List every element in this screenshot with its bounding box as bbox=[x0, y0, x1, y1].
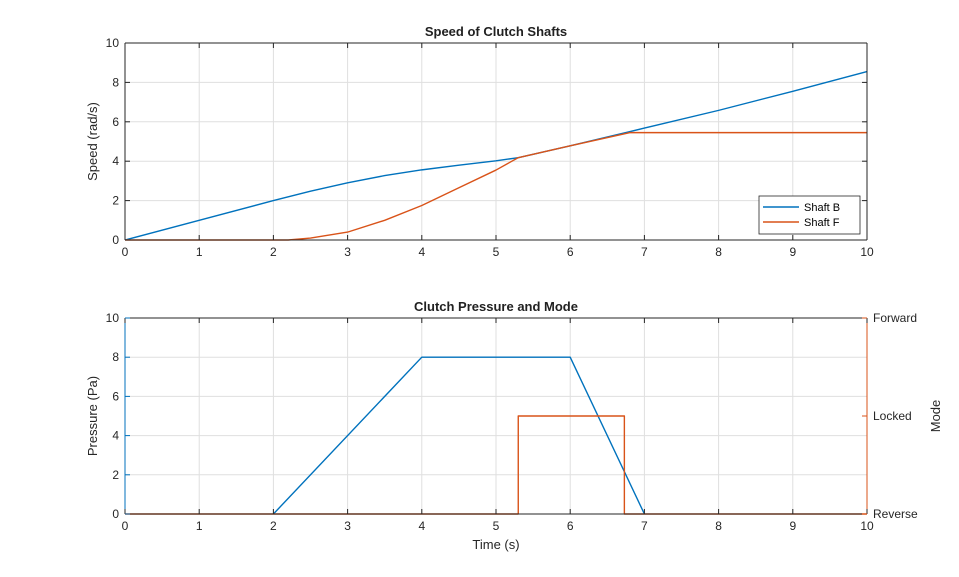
chart-title: Speed of Clutch Shafts bbox=[425, 24, 567, 39]
x-tick-label: 6 bbox=[567, 245, 574, 259]
y-axis-label: Pressure (Pa) bbox=[85, 376, 100, 456]
y-tick-label: 0 bbox=[112, 233, 119, 247]
y-tick-label: 4 bbox=[112, 154, 119, 168]
x-tick-label: 10 bbox=[860, 519, 874, 533]
y-tick-label: 2 bbox=[112, 468, 119, 482]
series-line-shaft-f bbox=[125, 131, 867, 241]
x-tick-label: 3 bbox=[344, 245, 351, 259]
x-tick-label: 8 bbox=[715, 519, 722, 533]
x-tick-label: 1 bbox=[196, 519, 203, 533]
y-tick-label: 8 bbox=[112, 75, 119, 89]
legend bbox=[758, 195, 861, 235]
x-tick-label: 4 bbox=[418, 519, 425, 533]
y-tick-label: 6 bbox=[112, 115, 119, 129]
y2-tick-label: Forward bbox=[873, 311, 917, 325]
x-tick-label: 5 bbox=[493, 245, 500, 259]
y-tick-label: 4 bbox=[112, 429, 119, 443]
x-tick-label: 6 bbox=[567, 519, 574, 533]
y2-tick-label: Reverse bbox=[873, 507, 918, 521]
x-tick-label: 9 bbox=[789, 245, 796, 259]
series-line-left bbox=[272, 356, 646, 515]
y-tick-label: 0 bbox=[112, 507, 119, 521]
y-tick-label: 6 bbox=[112, 389, 119, 403]
legend-label: Shaft F bbox=[804, 217, 840, 229]
y2-axis-label: Mode bbox=[928, 400, 943, 433]
x-tick-label: 7 bbox=[641, 519, 648, 533]
x-axis-label: Time (s) bbox=[472, 537, 519, 552]
y-tick-label: 10 bbox=[106, 311, 120, 325]
x-tick-label: 1 bbox=[196, 245, 203, 259]
x-tick-label: 2 bbox=[270, 519, 277, 533]
y-tick-label: 10 bbox=[106, 36, 120, 50]
x-tick-label: 7 bbox=[641, 245, 648, 259]
x-tick-label: 8 bbox=[715, 245, 722, 259]
x-tick-label: 3 bbox=[344, 519, 351, 533]
y-tick-label: 8 bbox=[112, 350, 119, 364]
x-tick-label: 2 bbox=[270, 245, 277, 259]
x-tick-label: 0 bbox=[122, 519, 129, 533]
series-line-shaft-b bbox=[124, 70, 868, 241]
y-axis-label: Speed (rad/s) bbox=[85, 102, 100, 181]
legend-label: Shaft B bbox=[804, 202, 840, 214]
x-tick-label: 0 bbox=[122, 245, 129, 259]
chart-title: Clutch Pressure and Mode bbox=[414, 299, 578, 314]
x-tick-label: 5 bbox=[493, 519, 500, 533]
x-tick-label: 4 bbox=[418, 245, 425, 259]
x-tick-label: 10 bbox=[860, 245, 874, 259]
y-tick-label: 2 bbox=[112, 194, 119, 208]
y2-tick-label: Locked bbox=[873, 409, 912, 423]
x-tick-label: 9 bbox=[789, 519, 796, 533]
